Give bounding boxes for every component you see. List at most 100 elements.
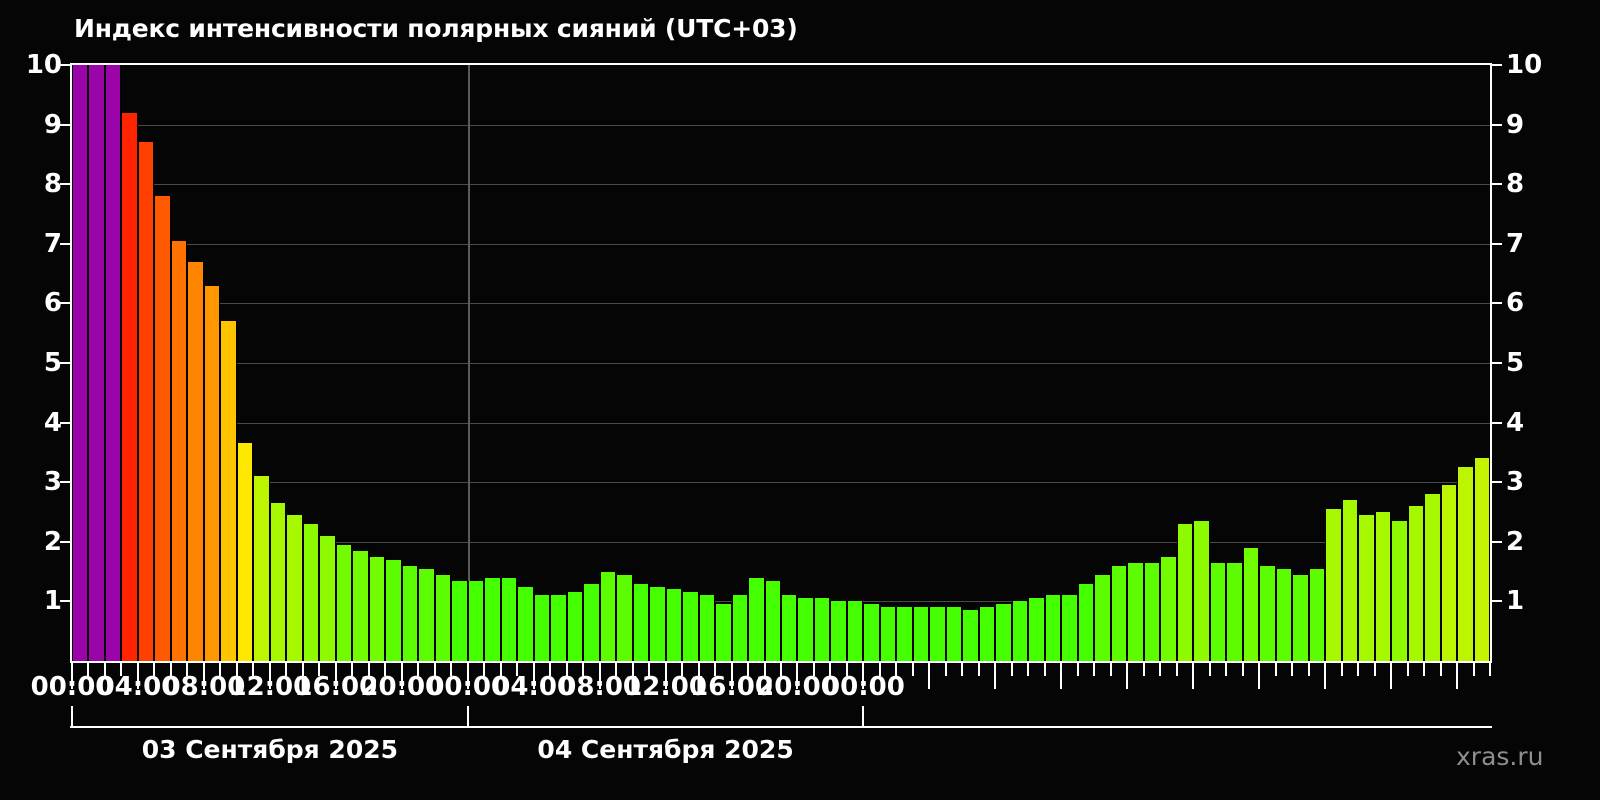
bar xyxy=(1193,520,1210,661)
x-tick-minor xyxy=(829,663,832,676)
day-band-tick xyxy=(466,706,469,728)
bar xyxy=(137,142,155,661)
bar xyxy=(121,112,138,661)
y-tick-label-right: 4 xyxy=(1506,407,1525,438)
x-tick-minor xyxy=(1027,663,1030,676)
y-tick-left xyxy=(60,540,70,543)
y-tick-label-right: 2 xyxy=(1506,526,1525,557)
gridline-7 xyxy=(72,243,1490,245)
bar xyxy=(170,240,188,661)
bar xyxy=(863,604,880,661)
y-tick-label-right: 1 xyxy=(1506,586,1525,617)
bar xyxy=(1275,568,1293,661)
bar xyxy=(566,592,584,661)
x-tick-major xyxy=(136,663,139,689)
x-tick-minor xyxy=(516,663,519,676)
gridline-2 xyxy=(72,541,1490,543)
x-tick-minor xyxy=(878,663,881,676)
bar xyxy=(484,577,501,661)
bar xyxy=(368,556,386,661)
x-tick-minor xyxy=(1208,663,1211,676)
bar xyxy=(467,580,485,661)
x-tick-minor xyxy=(483,663,486,676)
bar xyxy=(88,65,105,661)
bar xyxy=(1061,595,1078,661)
bar xyxy=(649,586,666,661)
x-tick-minor xyxy=(1175,663,1178,676)
bar xyxy=(896,607,913,661)
bar xyxy=(1226,562,1243,661)
bar xyxy=(220,321,237,661)
bar xyxy=(1358,514,1375,661)
x-tick-label: 12:00 xyxy=(228,672,312,702)
bar xyxy=(616,574,633,661)
bar xyxy=(1176,523,1194,661)
gridline-4 xyxy=(72,422,1490,424)
bar xyxy=(748,577,765,661)
bar xyxy=(1209,562,1227,661)
bar xyxy=(1110,565,1128,661)
y-tick-label-right: 9 xyxy=(1506,109,1525,140)
x-tick-minor xyxy=(697,663,700,676)
x-tick-minor xyxy=(714,663,717,676)
y-tick-label-left: 3 xyxy=(43,467,62,498)
x-tick-minor xyxy=(169,663,172,676)
bar xyxy=(715,604,732,661)
x-tick-minor xyxy=(499,663,502,676)
day-band-tick xyxy=(71,706,73,728)
bar xyxy=(879,607,897,661)
x-tick-major xyxy=(664,663,667,689)
bar xyxy=(1407,506,1425,661)
x-tick-label: 04:00 xyxy=(492,672,576,702)
gridline-5 xyxy=(72,363,1490,364)
x-tick-major xyxy=(268,663,271,689)
x-tick-minor xyxy=(153,663,156,676)
bar xyxy=(236,443,254,661)
bar xyxy=(781,595,798,661)
x-tick-minor xyxy=(1340,663,1343,676)
x-tick-major xyxy=(1192,663,1195,689)
bar xyxy=(451,580,468,661)
bar xyxy=(500,577,518,661)
bar xyxy=(517,586,534,661)
x-tick-minor xyxy=(433,663,436,676)
x-tick-label: 16:00 xyxy=(294,672,378,702)
bar xyxy=(1391,520,1408,661)
x-tick-minor xyxy=(285,663,288,676)
bar xyxy=(797,598,814,661)
x-tick-minor xyxy=(648,663,651,676)
bar xyxy=(418,568,435,661)
x-tick-minor xyxy=(301,663,304,676)
x-tick-minor xyxy=(763,663,766,676)
x-tick-major xyxy=(1060,663,1063,689)
x-tick-minor xyxy=(631,663,634,676)
x-tick-label: 00:00 xyxy=(426,672,510,702)
bar xyxy=(434,574,452,661)
x-tick-minor xyxy=(747,663,750,676)
x-tick-minor xyxy=(1109,663,1112,676)
x-tick-major xyxy=(202,663,205,689)
bar xyxy=(1094,574,1111,661)
bar xyxy=(1077,583,1095,661)
bar xyxy=(104,65,122,661)
bar xyxy=(302,523,320,661)
bar xyxy=(764,580,781,661)
bar xyxy=(1160,556,1177,661)
bar xyxy=(1044,595,1062,661)
x-tick-minor xyxy=(944,663,947,676)
x-tick-minor xyxy=(1373,663,1376,676)
y-tick-left xyxy=(60,600,70,603)
x-tick-minor xyxy=(565,663,568,676)
y-tick-right xyxy=(1492,242,1502,245)
x-tick-major xyxy=(862,663,865,689)
y-tick-left xyxy=(60,302,70,305)
x-tick-minor xyxy=(1093,663,1096,676)
plot-frame-left xyxy=(70,63,72,663)
bar-series xyxy=(72,65,1490,661)
y-tick-label-left: 10 xyxy=(25,50,62,80)
x-tick-minor xyxy=(1439,663,1442,676)
x-tick-minor xyxy=(780,663,782,676)
bar xyxy=(1440,485,1458,661)
x-tick-minor xyxy=(417,663,420,676)
day-band-divider xyxy=(70,726,1492,728)
